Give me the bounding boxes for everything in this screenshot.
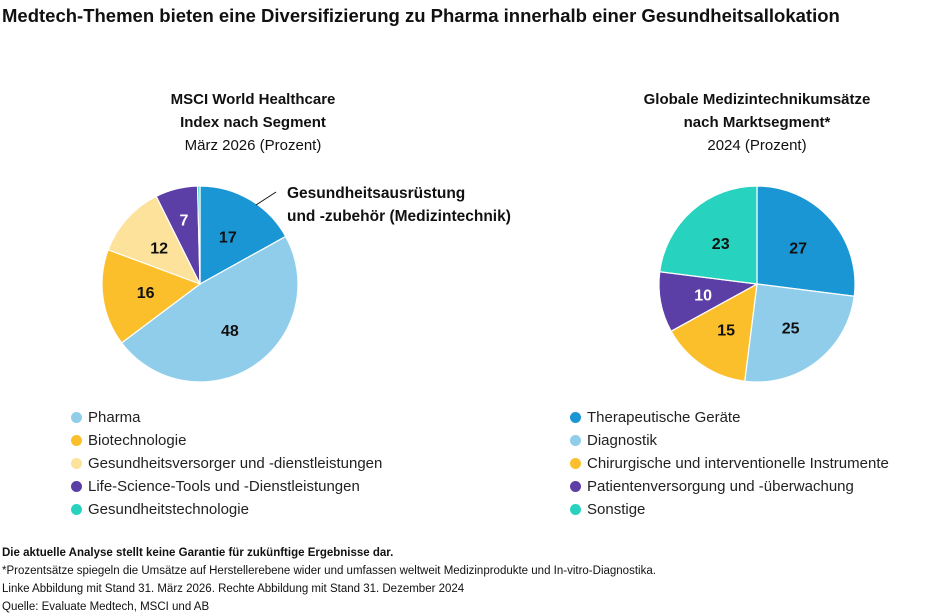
right-pie-slice-diagnostik bbox=[744, 283, 855, 383]
right-pie-label-chirurgische-und-interventionelle-instrumente: 15 bbox=[717, 322, 735, 339]
footnote-text: *Prozentsätze spiegeln die Umsätze auf H… bbox=[2, 565, 656, 577]
page-title: Medtech-Themen bieten eine Diversifizier… bbox=[2, 5, 840, 26]
legend-item: Gesundheitsversorger und -dienstleistung… bbox=[71, 452, 382, 475]
legend-dot-pharma bbox=[71, 412, 82, 423]
legend-label: Patientenversorgung und -überwachung bbox=[587, 478, 854, 495]
legend-item: Patientenversorgung und -überwachung bbox=[570, 475, 889, 498]
legend-dot-chirurgische-instrumente bbox=[570, 458, 581, 469]
legend-item: Biotechnologie bbox=[71, 429, 382, 452]
left-pie-label-pharma: 48 bbox=[221, 323, 239, 340]
left-pie-label-gesundheitsausruestung-und-zubehoer-medizintechnik: 17 bbox=[219, 230, 237, 247]
legend-label: Therapeutische Geräte bbox=[587, 409, 741, 426]
left-chart-subtitle: März 2026 (Prozent) bbox=[184, 137, 322, 154]
footnotes: Die aktuelle Analyse stellt keine Garant… bbox=[2, 544, 932, 616]
legend-dot-diagnostik bbox=[570, 435, 581, 446]
legend-dot-sonstige bbox=[570, 504, 581, 515]
left-pie-label-biotechnologie: 16 bbox=[137, 285, 155, 302]
legend-item: Diagnostik bbox=[570, 429, 889, 452]
annotation-leader-line bbox=[255, 191, 277, 206]
legend-label: Chirurgische und interventionelle Instru… bbox=[587, 455, 889, 472]
legend-label: Gesundheitstechnologie bbox=[88, 501, 249, 518]
legend-item: Therapeutische Geräte bbox=[570, 406, 889, 429]
legend-item: Sonstige bbox=[570, 498, 889, 521]
right-pie-slice-chirurgische-und-interventionelle-instrumente bbox=[670, 282, 758, 382]
legend-dot-gesundheitsversorger bbox=[71, 458, 82, 469]
legend-label: Sonstige bbox=[587, 501, 646, 518]
left-pie-slice-gesundheitsausruestung-und-zubehoer-medizintechnik bbox=[199, 185, 287, 286]
right-chart-title-line-1: Globale Medizintechnikumsätze bbox=[643, 91, 871, 108]
legend-label: Gesundheitsversorger und -dienstleistung… bbox=[88, 455, 383, 472]
left-chart-header: MSCI World Healthcare Index nach Segment… bbox=[103, 88, 403, 157]
legend-dot-gesundheitstechnologie bbox=[71, 504, 82, 515]
left-chart-title-line-2: Index nach Segment bbox=[180, 114, 326, 131]
legend-dot-life-science-tools bbox=[71, 481, 82, 492]
left-pie-label-gesundheitsversorger-und-dienstleistungen: 12 bbox=[150, 240, 168, 257]
right-pie-label-sonstige: 23 bbox=[712, 236, 730, 253]
left-pie-slice-biotechnologie bbox=[101, 249, 202, 344]
left-chart-title-line-1: MSCI World Healthcare bbox=[170, 91, 336, 108]
annotation-text-line-1: Gesundheitsausrüstung bbox=[287, 185, 465, 202]
legend-label: Biotechnologie bbox=[88, 432, 187, 449]
legend-dot-patientenversorgung bbox=[570, 481, 581, 492]
legend-dot-therapeutische-geraete bbox=[570, 412, 581, 423]
right-chart-subtitle: 2024 (Prozent) bbox=[707, 137, 807, 154]
right-chart-legend: Therapeutische Geräte Diagnostik Chirurg… bbox=[570, 406, 889, 521]
left-pie-label-life-science-tools-und-dienstleistungen: 7 bbox=[179, 212, 188, 229]
legend-item: Life-Science-Tools und -Dienstleistungen bbox=[71, 475, 382, 498]
left-pie-slice-gesundheitstechnologie bbox=[196, 185, 201, 285]
legend-label: Pharma bbox=[88, 409, 141, 426]
dates-text: Linke Abbildung mit Stand 31. März 2026.… bbox=[2, 583, 465, 595]
legend-label: Life-Science-Tools und -Dienstleistungen bbox=[88, 478, 360, 495]
left-pie-slice-pharma bbox=[120, 235, 299, 383]
right-chart-header: Globale Medizintechnikumsätze nach Markt… bbox=[607, 88, 907, 157]
right-pie-label-diagnostik: 25 bbox=[782, 320, 800, 337]
legend-item: Gesundheitstechnologie bbox=[71, 498, 382, 521]
right-pie-slice-therapeutische-geraete bbox=[756, 185, 856, 297]
source-text: Quelle: Evaluate Medtech, MSCI und AB bbox=[2, 601, 210, 613]
legend-item: Chirurgische und interventionelle Instru… bbox=[570, 452, 889, 475]
disclaimer-text: Die aktuelle Analyse stellt keine Garant… bbox=[2, 547, 394, 559]
left-chart-legend: Pharma Biotechnologie Gesundheitsversorg… bbox=[71, 406, 382, 521]
legend-label: Diagnostik bbox=[587, 432, 658, 449]
legend-item: Pharma bbox=[71, 406, 382, 429]
right-pie-label-patientenversorgung-und-ueberwachung: 10 bbox=[694, 287, 712, 304]
right-pie-label-therapeutische-geraete: 27 bbox=[789, 241, 807, 258]
right-chart-title-line-2: nach Marktsegment* bbox=[683, 114, 831, 131]
legend-dot-biotechnologie bbox=[71, 435, 82, 446]
right-pie-slice-sonstige bbox=[659, 185, 758, 285]
annotation-text-line-2: und -zubehör (Medizintechnik) bbox=[287, 208, 511, 225]
left-pie-slice-gesundheitsversorger-und-dienstleistungen bbox=[107, 195, 202, 286]
